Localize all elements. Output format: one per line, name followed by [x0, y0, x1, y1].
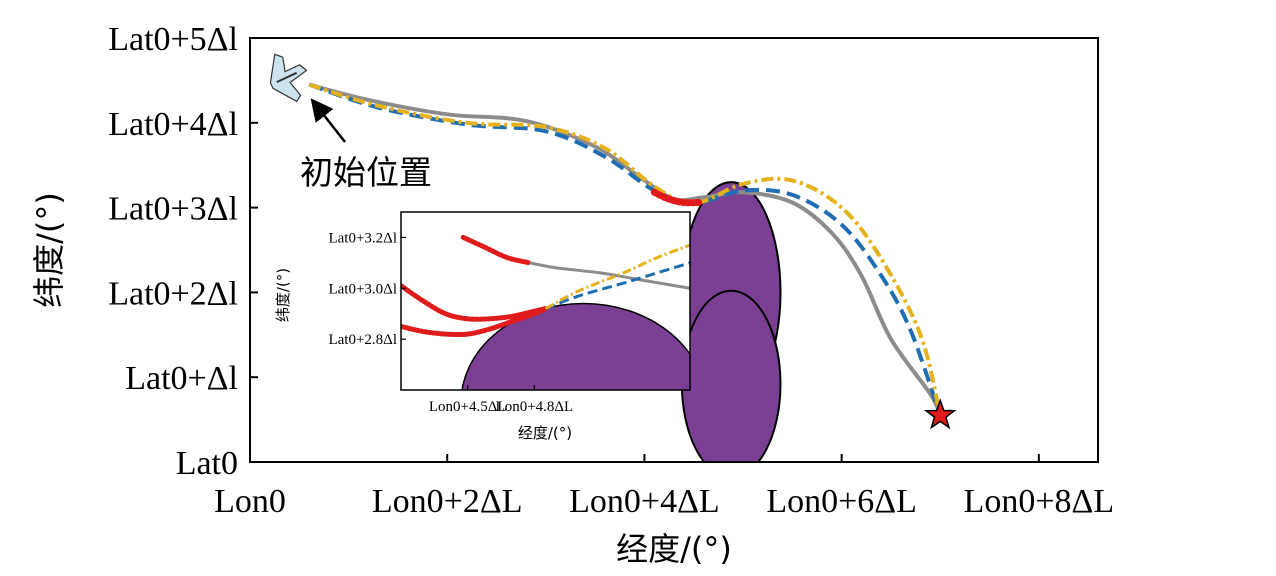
main-plot-frame [249, 37, 1099, 463]
x-tick-label: Lon0+6ΔL [766, 483, 917, 520]
inset-x-axis-title: 经度/(°) [518, 424, 572, 442]
series-line [544, 261, 690, 311]
x-tick-label: Lon0+4.8ΔL [496, 399, 574, 415]
aircraft-icon [269, 53, 308, 103]
annotation-arrow [310, 98, 346, 143]
series-line [460, 234, 533, 266]
y-tick-label: Lat0+4Δl [108, 106, 238, 143]
x-tick-label: Lon0 [214, 483, 286, 520]
x-tick-label: Lon0+2ΔL [372, 483, 523, 520]
inset-series [401, 234, 690, 338]
y-tick-label: Lat0 [176, 445, 238, 482]
inset-plot-frame [400, 211, 691, 391]
y-tick-label: Lat0+3Δl [108, 191, 238, 228]
series-line [401, 283, 548, 322]
y-tick-label: Lat0+3.0Δl [328, 281, 397, 297]
y-tick-label: Lat0+5Δl [108, 21, 238, 58]
main-ticks: Lon0 Lon0+2ΔL Lon0+4ΔL Lon0+6ΔL Lon0+8ΔL Lat0… [108, 21, 1114, 520]
obstacle-region [680, 289, 782, 462]
y-tick-label: Lat0+2Δl [108, 275, 238, 312]
series-line [544, 243, 690, 310]
main-regions [680, 181, 782, 462]
main-markers [269, 53, 957, 430]
inset-y-axis-title: 纬度/(°) [274, 268, 292, 322]
aircraft-body [269, 53, 308, 103]
annotation-label: 初始位置 [300, 153, 432, 192]
target-star-icon [923, 398, 957, 430]
x-tick-label: Lon0+4.5ΔL [429, 399, 507, 415]
series-line [401, 306, 548, 338]
y-tick-label: Lat0+Δl [125, 360, 238, 397]
series-line [650, 188, 703, 207]
series-line [308, 82, 943, 417]
series-line [308, 82, 943, 416]
aircraft-detail [276, 71, 298, 84]
start-annotation: 初始位置 [300, 98, 432, 192]
series-line [529, 261, 690, 290]
main-y-axis-title: 纬度/(°) [30, 192, 68, 308]
main-series [308, 82, 943, 417]
inset-regions [461, 302, 690, 390]
main-x-axis-title: 经度/(°) [616, 530, 732, 568]
x-tick-label: Lon0+4ΔL [569, 483, 720, 520]
x-tick-label: Lon0+8ΔL [964, 483, 1115, 520]
y-tick-label: Lat0+2.8Δl [328, 332, 397, 348]
obstacle-region [461, 302, 690, 390]
y-tick-label: Lat0+3.2Δl [328, 230, 397, 246]
